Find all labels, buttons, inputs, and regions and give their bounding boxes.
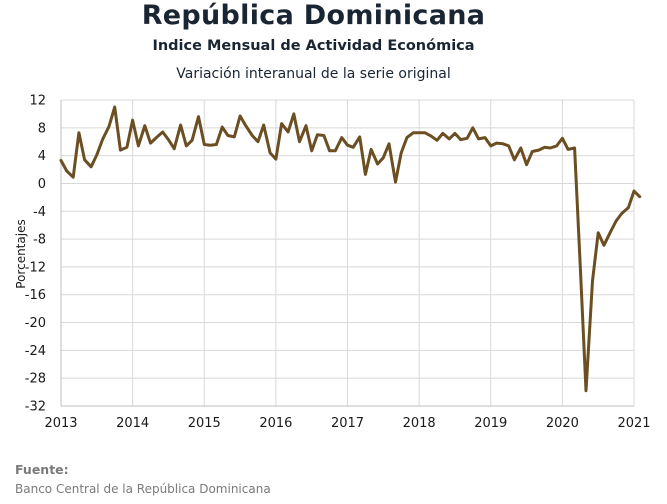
y-tick-label: 4 bbox=[38, 149, 46, 164]
y-tick-label: -24 bbox=[25, 344, 46, 359]
x-tick-labels: 2013 2014 2015 2016 2017 2018 2019 2020 2021 bbox=[44, 416, 650, 431]
y-tick-label: -12 bbox=[25, 260, 46, 275]
y-tick-label: -28 bbox=[25, 372, 46, 387]
series-layer bbox=[59, 105, 642, 393]
x-tick-label: 2021 bbox=[617, 416, 650, 431]
x-tick-label: 2019 bbox=[474, 416, 507, 431]
x-tick-label: 2013 bbox=[44, 416, 77, 431]
source-label: Fuente: bbox=[15, 462, 69, 477]
x-tick-label: 2018 bbox=[403, 416, 436, 431]
axes bbox=[60, 100, 634, 407]
line-chart: 12 8 4 0 -4 -8 -12 -16 -20 -24 -28 -32 2013 2014 2015… bbox=[14, 94, 651, 432]
y-tick-label: -4 bbox=[33, 205, 46, 220]
y-tick-label: 12 bbox=[29, 94, 46, 109]
chart-title: República Dominicana bbox=[141, 0, 486, 31]
y-tick-label: -8 bbox=[33, 233, 46, 248]
y-tick-label: -20 bbox=[25, 316, 46, 331]
y-tick-label: -16 bbox=[25, 288, 46, 303]
series-line bbox=[59, 105, 642, 393]
x-tick-label: 2016 bbox=[259, 416, 292, 431]
y-tick-labels: 12 8 4 0 -4 -8 -12 -16 -20 -24 -28 -32 bbox=[25, 94, 46, 415]
chart-subtitle-secondary: Variación interanual de la serie origina… bbox=[176, 66, 451, 82]
y-tick-label: 0 bbox=[38, 177, 46, 192]
chart-subtitle: Indice Mensual de Actividad Económica bbox=[152, 38, 475, 54]
y-tick-label: -32 bbox=[25, 400, 46, 415]
y-axis-label: Porcentajes bbox=[14, 219, 28, 288]
y-tick-label: 8 bbox=[38, 121, 46, 136]
x-tick-label: 2015 bbox=[188, 416, 221, 431]
x-tick-label: 2020 bbox=[546, 416, 579, 431]
source-text: Banco Central de la República Dominicana bbox=[15, 482, 271, 496]
x-tick-label: 2017 bbox=[331, 416, 364, 431]
x-tick-label: 2014 bbox=[116, 416, 149, 431]
